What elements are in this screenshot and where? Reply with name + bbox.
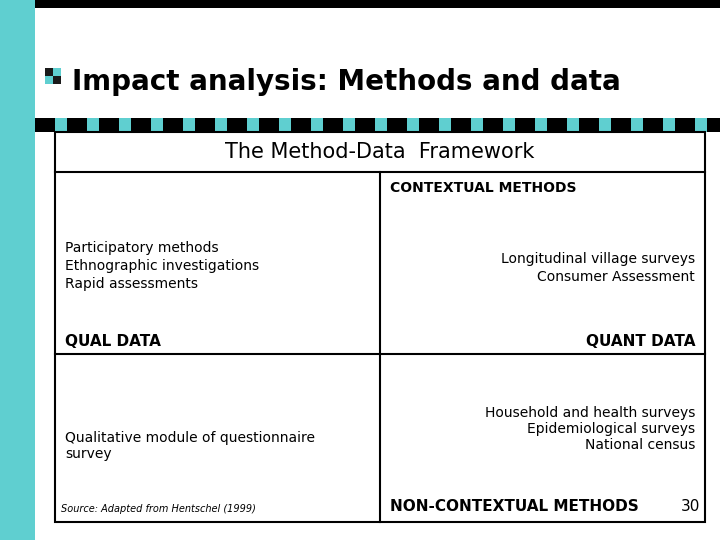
Bar — [259, 118, 279, 132]
Bar — [35, 118, 720, 132]
Bar — [163, 118, 183, 132]
Bar — [131, 118, 151, 132]
Bar — [643, 118, 663, 132]
Bar — [53, 68, 61, 76]
Text: Qualitative module of questionnaire: Qualitative module of questionnaire — [65, 431, 315, 445]
Bar — [195, 118, 215, 132]
Bar — [35, 0, 720, 8]
Text: Household and health surveys: Household and health surveys — [485, 406, 695, 420]
Text: Source: Adapted from Hentschel (1999): Source: Adapted from Hentschel (1999) — [61, 504, 256, 514]
Bar — [67, 118, 87, 132]
Text: The Method-Data  Framework: The Method-Data Framework — [225, 142, 535, 162]
Bar — [227, 118, 247, 132]
Bar — [675, 118, 695, 132]
Bar — [547, 118, 567, 132]
Text: Rapid assessments: Rapid assessments — [65, 278, 198, 292]
Bar — [579, 118, 599, 132]
Text: National census: National census — [585, 438, 695, 452]
Bar — [611, 118, 631, 132]
Bar — [419, 118, 439, 132]
Bar — [707, 118, 720, 132]
Text: CONTEXTUAL METHODS: CONTEXTUAL METHODS — [390, 181, 577, 195]
Bar — [0, 0, 35, 540]
Text: Epidemiological surveys: Epidemiological surveys — [527, 422, 695, 436]
Bar — [99, 118, 119, 132]
Bar — [45, 76, 53, 84]
Text: Participatory methods: Participatory methods — [65, 241, 219, 255]
Text: Longitudinal village surveys: Longitudinal village surveys — [501, 252, 695, 266]
Bar — [53, 76, 61, 84]
Text: Consumer Assessment: Consumer Assessment — [537, 271, 695, 285]
Text: QUANT DATA: QUANT DATA — [585, 334, 695, 349]
Text: Impact analysis: Methods and data: Impact analysis: Methods and data — [72, 68, 621, 96]
Bar — [387, 118, 407, 132]
Text: NON-CONTEXTUAL METHODS: NON-CONTEXTUAL METHODS — [390, 499, 639, 514]
Bar — [483, 118, 503, 132]
Text: 30: 30 — [680, 499, 700, 514]
Bar — [35, 118, 55, 132]
Bar — [355, 118, 375, 132]
Bar — [291, 118, 311, 132]
Bar — [45, 68, 53, 76]
Text: survey: survey — [65, 447, 112, 461]
Bar — [323, 118, 343, 132]
Bar — [55, 132, 705, 522]
Bar — [451, 118, 471, 132]
Text: QUAL DATA: QUAL DATA — [65, 334, 161, 349]
Text: Ethnographic investigations: Ethnographic investigations — [65, 259, 259, 273]
Bar — [515, 118, 535, 132]
